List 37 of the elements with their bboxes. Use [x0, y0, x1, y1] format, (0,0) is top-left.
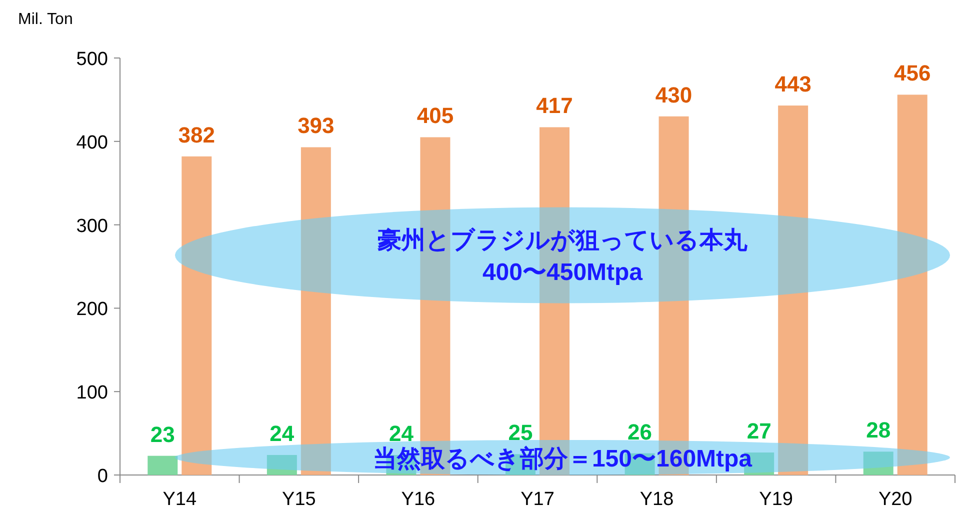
- data-label: 26: [628, 419, 652, 444]
- y-tick-label: 300: [76, 216, 108, 237]
- bar: [897, 94, 928, 475]
- data-label: 24: [388, 420, 414, 446]
- data-label: 27: [746, 418, 772, 444]
- band-label: 豪州とブラジルが狙っている本丸 400〜450Mtpa: [378, 227, 748, 286]
- x-tick-label: Y18: [640, 489, 674, 510]
- y-tick-label: 0: [97, 466, 108, 487]
- data-label: 405: [416, 103, 454, 128]
- bar: [300, 147, 331, 475]
- x-tick-label: Y19: [759, 489, 793, 510]
- data-label: 382: [178, 122, 215, 148]
- data-label: 417: [536, 93, 573, 118]
- data-label: 443: [774, 72, 812, 97]
- y-tick-label: 400: [76, 132, 108, 154]
- bar: [266, 454, 297, 475]
- data-label: 430: [655, 82, 692, 108]
- y-tick-label: 100: [76, 382, 108, 404]
- data-label: 24: [270, 420, 295, 446]
- bar: [148, 456, 178, 475]
- data-label: 28: [866, 418, 891, 443]
- x-tick-label: Y17: [520, 489, 554, 510]
- data-label: 23: [150, 422, 175, 447]
- data-label: 456: [894, 60, 931, 86]
- bar: [778, 106, 808, 475]
- data-label: 393: [298, 113, 334, 138]
- band-label: 当然取るべき部分＝150〜160Mtpa: [372, 445, 753, 472]
- data-label: 25: [508, 420, 533, 446]
- y-tick-label: 500: [76, 49, 108, 70]
- x-tick-label: Y16: [401, 489, 436, 510]
- bar: [863, 452, 894, 475]
- x-tick-label: Y20: [878, 489, 912, 510]
- bar: [182, 156, 212, 475]
- y-tick-label: 200: [76, 299, 108, 320]
- x-tick-label: Y14: [162, 489, 197, 510]
- y-axis-title: Mil. Ton: [18, 11, 73, 28]
- x-tick-label: Y15: [282, 489, 316, 510]
